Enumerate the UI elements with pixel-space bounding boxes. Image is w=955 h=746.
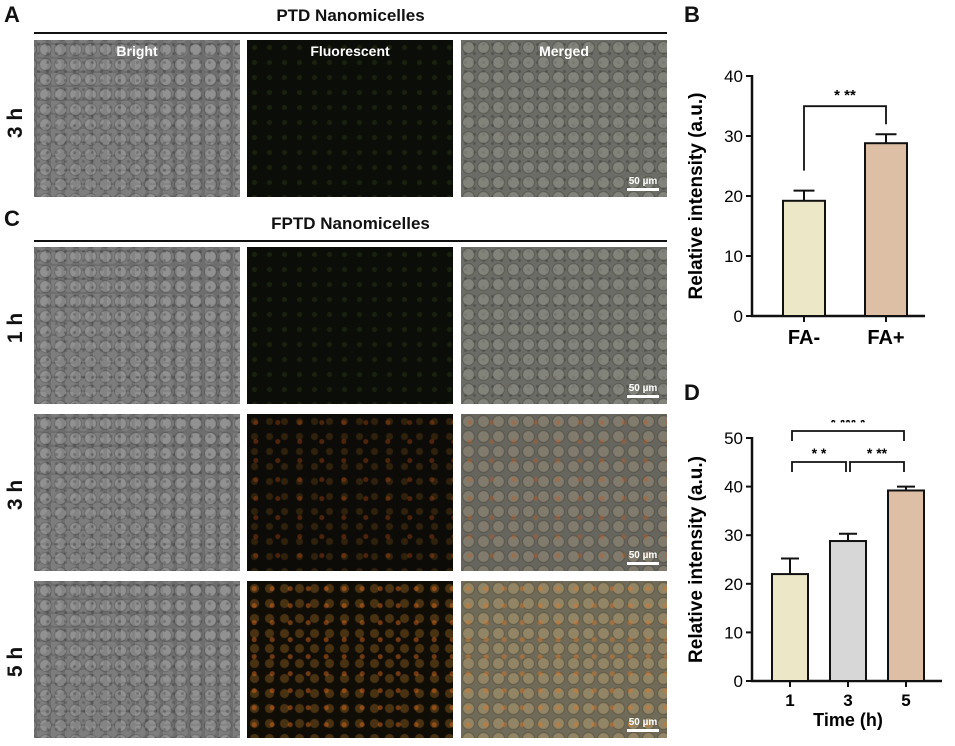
y-tick-label: 0 <box>734 672 743 691</box>
micrograph-ptd-fluorescent: Fluorescent <box>247 40 453 197</box>
y-tick-label: 20 <box>724 187 743 206</box>
significance-label: * ** <box>834 87 856 104</box>
scale-bar-label: 50 µm <box>628 383 658 394</box>
column-label-bright: Bright <box>116 43 158 59</box>
x-tick-label: 1 <box>785 691 794 710</box>
significance-label: * * <box>812 445 827 461</box>
micrograph-fptd-1h-merged: 50 µm <box>461 247 667 404</box>
row-label-1h: 1 h <box>4 312 27 344</box>
significance-bracket <box>849 461 905 472</box>
chart-b: 0 10 20 30 40 Relative intensity (a.u.) FA- FA+… <box>686 67 925 349</box>
bar <box>771 573 809 682</box>
scale-bar-label: 50 µm <box>628 717 658 728</box>
scale-bar-label: 50 µm <box>628 176 658 187</box>
y-axis-label: Relative intensity (a.u.) <box>686 456 707 663</box>
scale-bar: 50 µm <box>627 383 659 398</box>
x-tick-label: FA- <box>788 327 820 349</box>
panel-c-title: FPTD Nanomicelles <box>271 214 430 233</box>
micrograph-ptd-merged: Merged 50 µm <box>461 40 667 197</box>
micrograph-fptd-3h-merged: 50 µm <box>461 414 667 571</box>
bar <box>829 540 867 682</box>
bar <box>782 199 826 317</box>
panel-a-rule <box>34 32 667 34</box>
chart-d: 0 10 20 30 40 50 Relative intensity (a.u.) 1 3 5T… <box>686 420 942 730</box>
scale-bar: 50 µm <box>627 176 659 191</box>
x-tick-label: 5 <box>901 691 910 710</box>
bar <box>887 489 925 682</box>
y-axis-label: Relative intensity (a.u.) <box>686 93 707 300</box>
significance-bracket <box>791 461 847 472</box>
micrograph-ptd-bright: Bright <box>34 40 240 197</box>
significance-bracket <box>803 105 887 171</box>
micrograph-fptd-3h-bright <box>34 414 240 571</box>
panel-letter-c: C <box>4 206 20 231</box>
y-tick-label: 30 <box>724 526 743 545</box>
significance-bracket <box>791 430 905 441</box>
y-tick-label: 10 <box>724 247 743 266</box>
x-tick-label: FA+ <box>867 327 904 349</box>
micrograph-fptd-5h-fluorescent <box>247 581 453 738</box>
micrograph-fptd-1h-fluorescent <box>247 247 453 404</box>
bar <box>864 142 908 317</box>
significance-label: * *** * <box>830 420 866 430</box>
micrograph-fptd-1h-bright <box>34 247 240 404</box>
y-tick-label: 40 <box>724 67 743 86</box>
y-tick-label: 10 <box>724 623 743 642</box>
y-tick-label: 20 <box>724 575 743 594</box>
panel-a-title: PTD Nanomicelles <box>276 6 425 25</box>
column-label-fluorescent: Fluorescent <box>310 43 390 59</box>
row-label-5h: 5 h <box>4 646 27 678</box>
significance-label: * ** <box>867 445 888 461</box>
panel-letter-b: B <box>684 2 700 27</box>
scale-bar: 50 µm <box>627 717 659 732</box>
row-label-3h: 3 h <box>4 479 27 511</box>
micrograph-fptd-5h-merged: 50 µm <box>461 581 667 738</box>
column-label-merged: Merged <box>539 43 589 59</box>
micrograph-fptd-3h-fluorescent <box>247 414 453 571</box>
panel-c-rule <box>34 240 667 242</box>
scale-bar-label: 50 µm <box>628 550 658 561</box>
micrograph-fptd-5h-bright <box>34 581 240 738</box>
panel-letter-a: A <box>4 2 20 27</box>
x-tick-label: 3 <box>843 691 852 710</box>
y-tick-label: 40 <box>724 478 743 497</box>
y-tick-label: 50 <box>724 429 743 448</box>
panel-letter-d: D <box>684 380 700 405</box>
panel-a-row-label: 3 h <box>4 107 27 139</box>
y-tick-label: 30 <box>724 127 743 146</box>
scale-bar: 50 µm <box>627 550 659 565</box>
y-tick-label: 0 <box>734 307 743 326</box>
x-axis-label: Time (h) <box>813 710 883 730</box>
